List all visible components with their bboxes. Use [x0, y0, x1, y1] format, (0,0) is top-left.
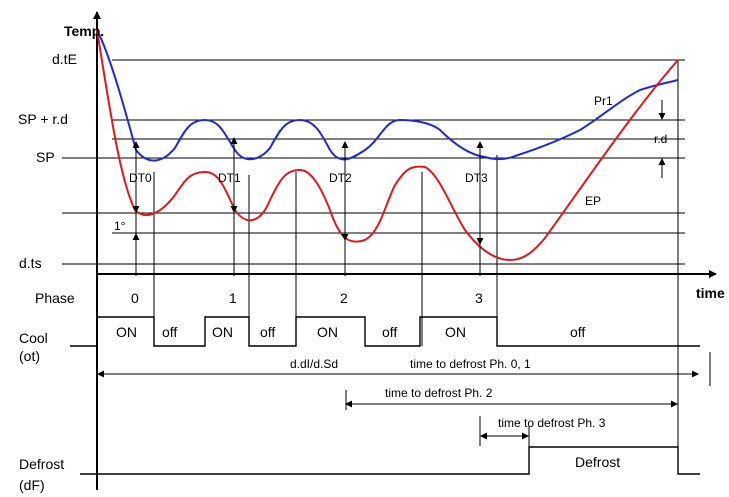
ddi-label: d.dI/d.Sd — [290, 357, 338, 371]
dt2-label: DT2 — [329, 171, 352, 185]
one-degree-label: 1° — [114, 219, 126, 233]
ep-curve — [96, 29, 679, 262]
cool-sublabel: (ot) — [19, 348, 40, 364]
ph01-label: time to defrost Ph. 0, 1 — [410, 357, 531, 371]
ep-label: EP — [585, 194, 601, 208]
phase-2-number: 2 — [340, 290, 348, 306]
x-axis-label: time — [696, 285, 725, 301]
cool-waveform — [70, 316, 700, 347]
cool-state-2: ON — [212, 324, 233, 340]
cool-state-6: ON — [445, 324, 466, 340]
dt1-label: DT1 — [218, 171, 241, 185]
defrost-waveform — [80, 446, 700, 475]
defrost-label: Defrost — [19, 456, 64, 472]
phase-3-number: 3 — [475, 290, 483, 306]
dt3-label: DT3 — [465, 171, 488, 185]
pr1-label: Pr1 — [594, 94, 613, 108]
phase-0-number: 0 — [131, 290, 139, 306]
cool-state-3: off — [260, 324, 275, 340]
sp-label: SP — [36, 149, 55, 165]
dt0-label: DT0 — [129, 171, 152, 185]
defrost-sublabel: (dF) — [19, 477, 45, 493]
y-axis-label: Temp. — [64, 23, 104, 39]
cool-state-5: off — [382, 324, 397, 340]
cool-label: Cool — [19, 330, 48, 346]
rd-label: r.d — [654, 132, 667, 146]
ph2-label: time to defrost Ph. 2 — [385, 386, 493, 400]
phase-1-number: 1 — [229, 290, 237, 306]
pr1-curve — [96, 29, 679, 162]
cool-state-0: ON — [116, 324, 137, 340]
sp-rd-label: SP + r.d — [18, 111, 68, 127]
phase-label: Phase — [35, 290, 75, 306]
dts-label: d.ts — [19, 255, 42, 271]
defrost-box-label: Defrost — [575, 454, 620, 470]
cool-state-7: off — [570, 324, 585, 340]
cool-state-4: ON — [317, 324, 338, 340]
dte-label: d.tE — [52, 51, 77, 67]
ph3-label: time to defrost Ph. 3 — [498, 416, 606, 430]
cool-state-1: off — [162, 324, 177, 340]
